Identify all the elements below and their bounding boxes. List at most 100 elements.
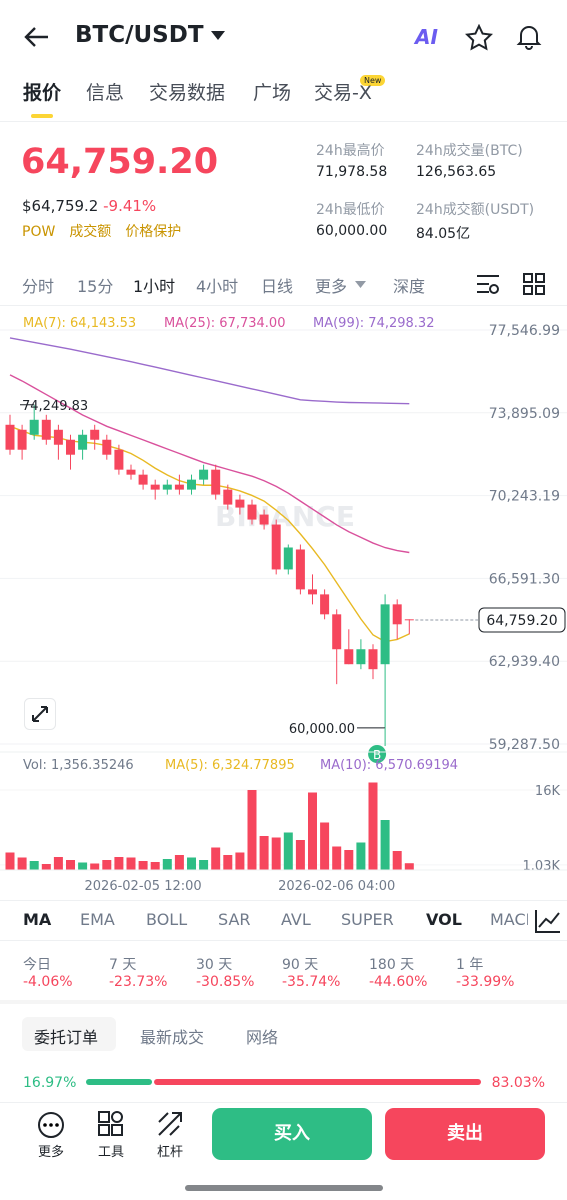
tool-label[interactable]: 工具 (97, 1145, 124, 1160)
candle-body (223, 489, 233, 505)
candle-body (162, 484, 172, 490)
stat-value: 126,563.65 (416, 164, 497, 180)
indicator-tab[interactable]: MACD (490, 910, 538, 929)
more-icon[interactable] (36, 1110, 66, 1140)
stat-label: 24h成交量(BTC) (416, 143, 523, 159)
candle-body (29, 419, 39, 435)
active-tab-bg (22, 1017, 116, 1051)
home-indicator (185, 1185, 383, 1191)
period-change: -44.60% (369, 974, 428, 990)
stat-value: 84.05亿 (416, 226, 471, 242)
sell-ratio-label: 83.03% (492, 1075, 545, 1091)
buy-button[interactable]: 买入 (212, 1108, 372, 1160)
last-price-box (478, 607, 566, 633)
x-tick-label: 2026-02-06 04:00 (278, 879, 395, 894)
interval-tab[interactable]: 4小时 (196, 277, 239, 296)
volume-legend: MA(5): 6,324.77895 (165, 758, 295, 773)
y-tick-label: 59,287.50 (489, 737, 560, 753)
volume-bar (295, 840, 305, 870)
y-tick-label: 70,243.19 (489, 489, 560, 505)
candle-body (199, 469, 209, 480)
price-tag[interactable]: POW (22, 224, 56, 240)
volume-bar (320, 822, 330, 870)
interval-tab[interactable]: 15分 (77, 277, 114, 296)
period-change: -30.85% (196, 974, 255, 990)
candle-body (235, 499, 245, 508)
ma-line (9, 337, 410, 405)
indicator-tab[interactable]: SAR (218, 910, 251, 929)
tool-label[interactable]: 更多 (37, 1145, 64, 1160)
tools-icon[interactable] (97, 1110, 125, 1138)
volume-bar (102, 860, 112, 870)
volume-bar (356, 842, 366, 870)
candle-body (114, 449, 124, 470)
favorite-button[interactable] (465, 24, 493, 51)
indicator-tab[interactable]: BOLL (146, 910, 188, 929)
pair-title[interactable]: BTC/USDT (75, 22, 204, 48)
indicator-tab[interactable]: EMA (80, 910, 115, 929)
volume-bar (211, 847, 221, 870)
tab[interactable]: 信息 (86, 82, 125, 104)
volume-bar (223, 855, 233, 870)
indicator-tab[interactable]: VOL (426, 910, 462, 929)
period-label: 30 天 (196, 957, 233, 973)
period-change: -33.99% (456, 974, 515, 990)
price-tags: POW 成交额 价格保护 (22, 221, 195, 241)
tab[interactable]: 报价 (23, 82, 62, 104)
y-tick-label: 73,895.09 (489, 406, 560, 422)
indicator-tab[interactable]: SUPER (341, 910, 394, 929)
period-label: 90 天 (282, 957, 319, 973)
stat-label: 24h最高价 (316, 143, 385, 159)
volume-bar (29, 861, 39, 870)
ai-button[interactable]: AI (415, 25, 438, 49)
fullscreen-button[interactable] (24, 698, 56, 730)
order-tab[interactable]: 网络 (246, 1028, 279, 1047)
notification-button[interactable] (515, 22, 543, 50)
interval-tab[interactable]: 日线 (261, 277, 294, 296)
leverage-icon[interactable] (156, 1110, 184, 1138)
pair-dropdown[interactable] (211, 31, 225, 41)
new-badge: New (360, 75, 386, 86)
interval-tab[interactable]: 分时 (22, 277, 55, 296)
volume-bar (41, 864, 51, 870)
tab[interactable]: 交易数据 (149, 82, 226, 104)
indicator-settings[interactable] (476, 273, 500, 295)
candle-body (66, 439, 75, 455)
price-tag[interactable]: 成交额 (69, 224, 112, 240)
tab[interactable]: 广场 (253, 82, 292, 104)
sell-button[interactable]: 卖出 (385, 1108, 545, 1160)
candle-body (259, 514, 269, 525)
candle-body (126, 469, 136, 475)
tab[interactable]: 交易-X (314, 82, 372, 104)
indicator-tab[interactable]: AVL (281, 910, 311, 929)
volume-bar (368, 782, 378, 870)
volume-bar (332, 846, 342, 870)
buy-ratio-bar (86, 1079, 153, 1085)
order-tab[interactable]: 委托订单 (34, 1028, 99, 1047)
volume-bar (247, 790, 257, 870)
tool-label[interactable]: 杠杆 (156, 1145, 183, 1160)
interval-tab[interactable]: 更多 (315, 277, 348, 296)
volume-bar (90, 863, 100, 870)
y-tick-label: 62,939.40 (489, 654, 560, 670)
indicator-toggle[interactable] (528, 906, 567, 936)
order-tab[interactable]: 最新成交 (140, 1028, 205, 1047)
back-button[interactable] (22, 25, 50, 49)
candle-body (174, 484, 184, 490)
volume-bar (174, 855, 184, 870)
price-tag[interactable]: 价格保护 (125, 224, 182, 240)
volume-bar (283, 832, 293, 870)
trade-marker-bg (368, 745, 387, 763)
last-price: 64,759.20 (21, 142, 219, 182)
candle-body (356, 649, 366, 665)
layout-button[interactable] (523, 273, 545, 295)
price-chart: BINANCE77,546.9973,895.0970,243.1966,591… (0, 316, 567, 894)
interval-tab[interactable]: 深度 (393, 277, 426, 296)
volume-legend: Vol: 1,356.35246 (23, 758, 134, 773)
candle-body (320, 594, 330, 615)
interval-tab[interactable]: 1小时 (133, 277, 176, 296)
volume-bar (392, 851, 402, 870)
period-change: -35.74% (282, 974, 341, 990)
period-label: 1 年 (456, 957, 484, 973)
indicator-tab[interactable]: MA (23, 910, 52, 929)
